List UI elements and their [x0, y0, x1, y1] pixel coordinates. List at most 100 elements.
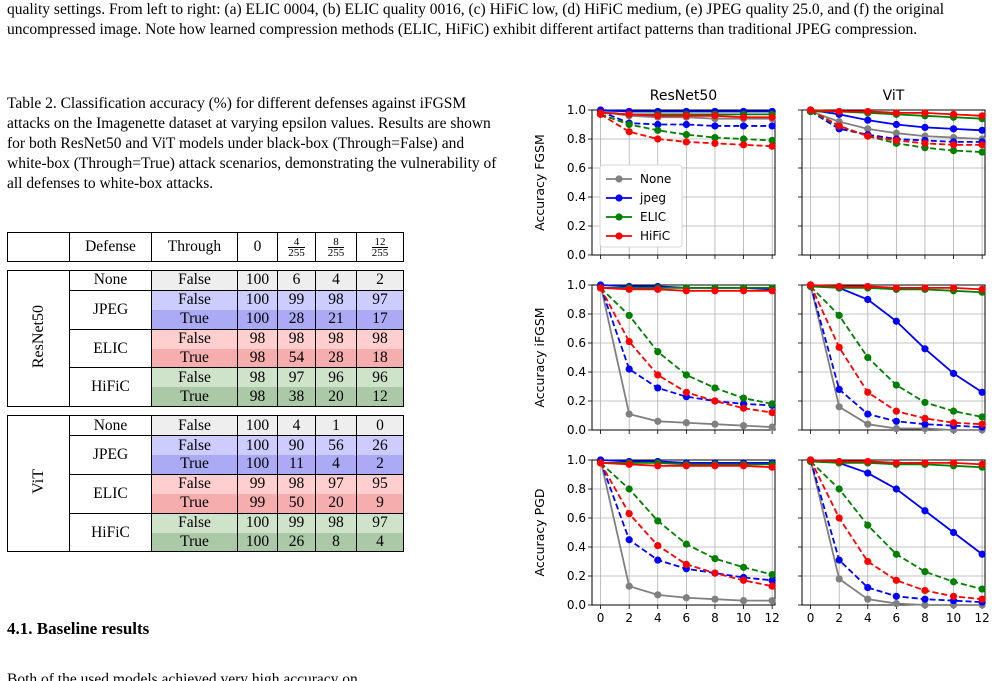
through-value: True — [151, 309, 238, 330]
panel-frame — [591, 459, 776, 606]
data-point — [625, 337, 633, 346]
data-point — [864, 353, 872, 362]
accuracy-cell: 11 — [277, 455, 316, 475]
fraction-denominator: 255 — [327, 246, 345, 259]
x-tick-label: 4 — [864, 611, 872, 622]
accuracy-cell: 9 — [356, 493, 404, 514]
data-point — [864, 595, 872, 603]
data-point — [596, 459, 605, 467]
column-title: ViT — [883, 88, 905, 104]
through-value: False — [151, 270, 238, 291]
data-point — [768, 287, 776, 295]
table-header-row: Defense Through 0 4 255 8 255 12 255 — [7, 232, 404, 262]
data-point — [921, 459, 929, 467]
accuracy-cell: 100 — [237, 532, 278, 553]
accuracy-cell: 97 — [315, 474, 357, 494]
table-row: True 98 54 28 18 — [8, 348, 404, 369]
x-tick-label: 0 — [807, 611, 815, 622]
data-point — [682, 419, 690, 427]
y-tick-label: 0.0 — [567, 423, 586, 437]
accuracy-cell: 17 — [356, 309, 404, 330]
data-point — [768, 597, 776, 605]
accuracy-cell: 99 — [237, 474, 278, 494]
figure-caption-continued: quality settings. From left to right: (a… — [7, 1, 945, 38]
accuracy-cell: 96 — [315, 367, 357, 388]
accuracy-cell: 95 — [356, 474, 404, 494]
accuracy-cell: 97 — [356, 513, 404, 533]
data-point — [739, 576, 748, 584]
data-point — [835, 403, 843, 411]
data-point — [864, 457, 872, 466]
data-point — [625, 285, 633, 293]
accuracy-cell: 28 — [277, 309, 316, 330]
data-point — [739, 141, 748, 149]
data-point — [921, 595, 929, 603]
accuracy-cell: 2 — [356, 455, 404, 475]
data-point — [864, 557, 872, 566]
data-point — [949, 369, 958, 378]
header-eps-4: 4 255 — [277, 232, 316, 262]
x-tick-label: 8 — [711, 611, 719, 622]
data-point — [711, 397, 719, 405]
accuracy-cell: 98 — [237, 387, 278, 408]
x-tick-label: 2 — [835, 611, 843, 622]
accuracy-cell: 98 — [237, 367, 278, 388]
fraction: 8 255 — [327, 236, 345, 259]
data-point — [711, 555, 719, 563]
data-point — [978, 285, 986, 293]
model-name: ViT — [29, 468, 47, 494]
data-point — [892, 120, 900, 129]
data-point — [892, 424, 900, 433]
data-point — [739, 597, 748, 605]
table-row: True 100 26 8 4 — [8, 532, 404, 553]
data-point — [682, 560, 690, 568]
data-point — [654, 135, 662, 143]
data-point — [949, 407, 958, 415]
data-point — [739, 462, 748, 470]
defense-name: None — [69, 270, 152, 291]
data-point — [949, 459, 958, 467]
data-point — [978, 388, 986, 396]
data-point — [978, 141, 986, 149]
data-point — [654, 120, 662, 129]
legend-label: ELIC — [640, 210, 666, 224]
data-point — [892, 485, 900, 493]
data-point — [835, 343, 843, 351]
data-point — [806, 456, 815, 464]
table-row: ELIC False 99 98 97 95 — [8, 474, 404, 514]
table-row: HiFiC False 98 97 96 96 — [8, 367, 404, 408]
data-point — [949, 110, 958, 118]
data-point — [864, 116, 872, 124]
through-value: False — [151, 415, 238, 437]
data-point — [625, 365, 633, 373]
data-point — [768, 576, 776, 584]
y-tick-label: 0.2 — [567, 394, 586, 408]
data-point — [711, 569, 719, 577]
data-point — [864, 282, 872, 291]
data-point — [864, 107, 872, 116]
y-axis-label: Accuracy iFGSM — [532, 307, 547, 407]
data-point — [921, 398, 929, 407]
accuracy-cell: 100 — [237, 270, 278, 291]
data-point — [835, 556, 843, 564]
fraction-numerator: 4 — [288, 236, 305, 248]
data-point — [978, 413, 986, 421]
x-tick-label: 10 — [946, 611, 961, 622]
data-point — [949, 141, 958, 149]
data-point — [682, 138, 690, 146]
y-tick-label: 0.6 — [567, 511, 586, 525]
through-value: False — [151, 435, 238, 456]
data-point — [892, 381, 900, 389]
data-point — [654, 112, 662, 120]
data-point — [949, 147, 958, 155]
data-point — [892, 417, 900, 425]
header-defense: Defense — [69, 232, 152, 262]
accuracy-cell: 98 — [237, 329, 278, 349]
accuracy-cell: 100 — [237, 415, 278, 437]
accuracy-cell: 98 — [315, 513, 357, 533]
x-tick-label: 4 — [654, 611, 662, 622]
y-tick-label: 1.0 — [567, 278, 586, 292]
section-heading: 4.1. Baseline results — [7, 619, 150, 638]
accuracy-cell: 20 — [315, 493, 357, 514]
data-point — [768, 570, 776, 579]
